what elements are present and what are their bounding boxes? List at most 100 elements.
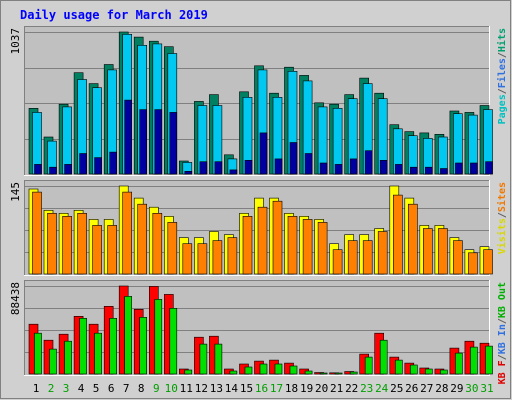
bar-hits-pages-14 [229, 169, 238, 175]
bar-visits-sites-21 [332, 249, 343, 275]
bar-visits-sites-19 [302, 219, 313, 275]
bar-hits-pages-9 [154, 109, 163, 175]
bar-hits-pages-8 [139, 109, 147, 175]
bar-visits-sites-6 [107, 225, 117, 275]
bar-visits-sites-18 [287, 216, 298, 275]
bar-visits-sites-8 [137, 203, 147, 275]
bar-visits-sites-12 [197, 243, 208, 275]
bar-hits-pages-30 [470, 162, 478, 175]
bar-hits-pages-12 [199, 161, 208, 175]
bar-hits-pages-11 [184, 171, 193, 175]
x-axis: 1 2 3 4 5 6 7 8 9 10 11 12 13 14 15 16 17 18 19 20 21 22 23 24 2… [33, 382, 494, 395]
legend-entry-visits-0: Visits [496, 218, 508, 254]
chart-title: Daily usage for March 2019 [20, 8, 208, 22]
bar-visits-sites-27 [422, 228, 433, 275]
bar-hits-pages-29 [455, 162, 463, 175]
bar-hits-pages-13 [214, 161, 223, 175]
bar-hits-pages-5 [94, 157, 102, 175]
bar-hits-pages-24 [379, 160, 388, 175]
bar-kbytes-kb-out-5 [94, 332, 102, 375]
x-tick-label-5: 5 [93, 382, 100, 395]
bar-visits-sites-13 [212, 240, 223, 275]
bar-hits-pages-19 [304, 153, 313, 175]
x-tick-label-14: 14 [225, 382, 239, 395]
bar-visits-sites-1 [32, 191, 42, 275]
x-tick-label-11: 11 [180, 382, 193, 395]
bar-kbytes-kb-out-26 [409, 364, 418, 375]
x-tick-label-29: 29 [450, 382, 463, 395]
bar-visits-sites-14 [227, 237, 238, 275]
x-tick-label-24: 24 [375, 382, 389, 395]
bar-hits-pages-28 [440, 168, 448, 175]
legend-entry-visits-2: Sites [496, 182, 508, 212]
x-tick-label-15: 15 [240, 382, 253, 395]
legend-hits: Pages/Files/Hits [496, 28, 508, 124]
bar-visits-sites-3 [62, 216, 72, 275]
legend-kbytes: KB F/KB In/KB Out [497, 282, 508, 384]
bar-kbytes-kb-out-15 [244, 366, 253, 375]
bar-hits-pages-20 [319, 162, 328, 175]
bar-kbytes-kb-out-30 [470, 346, 478, 375]
bar-hits-files-3 [62, 106, 72, 175]
x-tick-label-12: 12 [195, 382, 208, 395]
bar-hits-pages-21 [334, 164, 343, 175]
ymax-label-visits: 145 [9, 182, 22, 202]
bar-kbytes-kb-out-3 [64, 340, 72, 375]
x-tick-label-13: 13 [210, 382, 223, 395]
bar-hits-pages-23 [364, 150, 373, 175]
bar-visits-sites-17 [272, 200, 283, 275]
bar-kbytes-kb-out-28 [440, 369, 448, 375]
bar-visits-sites-25 [392, 194, 403, 275]
bar-hits-pages-4 [79, 153, 87, 175]
bar-visits-sites-9 [152, 213, 163, 275]
bar-kbytes-kb-out-29 [455, 352, 463, 375]
bar-kbytes-kb-out-19 [304, 370, 313, 375]
chart-panels: 1037Pages/Files/Hits145Visits/Sites88438… [9, 26, 508, 384]
x-tick-label-22: 22 [345, 382, 358, 395]
legend-entry-hits-0: Pages [497, 94, 508, 124]
bar-kbytes-kb-out-13 [214, 343, 223, 375]
x-tick-label-25: 25 [390, 382, 403, 395]
ymax-label-kbytes: 88438 [9, 282, 22, 315]
series-kbytes-kb-out [34, 296, 493, 375]
bar-visits-sites-30 [468, 252, 478, 275]
bar-visits-sites-2 [47, 213, 57, 275]
bar-kbytes-kb-out-14 [229, 370, 238, 375]
bar-visits-sites-4 [77, 213, 87, 275]
bar-visits-sites-7 [122, 191, 132, 275]
bar-visits-sites-29 [453, 240, 463, 275]
x-tick-label-6: 6 [108, 382, 115, 395]
bar-hits-pages-22 [349, 158, 358, 175]
legend-entry-hits-1: / [497, 88, 508, 94]
bar-kbytes-kb-out-18 [289, 365, 298, 375]
x-tick-label-31: 31 [480, 382, 493, 395]
bar-hits-pages-31 [485, 161, 493, 175]
legend-entry-visits-1: / [497, 212, 508, 218]
x-tick-label-1: 1 [33, 382, 40, 395]
x-tick-label-26: 26 [405, 382, 418, 395]
x-tick-label-21: 21 [330, 382, 343, 395]
legend-visits: Visits/Sites [496, 182, 508, 254]
x-tick-label-8: 8 [138, 382, 145, 395]
bar-hits-pages-7 [124, 99, 132, 175]
x-tick-label-16: 16 [255, 382, 268, 395]
bar-kbytes-kb-out-23 [364, 356, 373, 375]
series-hits-pages [34, 99, 493, 175]
x-tick-label-19: 19 [300, 382, 313, 395]
bar-visits-sites-31 [483, 249, 493, 275]
bar-kbytes-kb-out-17 [274, 363, 283, 375]
x-tick-label-2: 2 [48, 382, 55, 395]
series-visits-sites [32, 191, 493, 275]
x-tick-label-17: 17 [270, 382, 283, 395]
bar-visits-sites-22 [347, 240, 358, 275]
panel-visits: 145 Visits/Sites [9, 180, 508, 276]
x-tick-label-3: 3 [63, 382, 70, 395]
x-tick-label-23: 23 [360, 382, 373, 395]
bar-visits-sites-28 [438, 228, 448, 275]
bar-kbytes-kb-out-1 [34, 332, 42, 375]
bar-visits-sites-20 [317, 222, 328, 275]
legend-entry-kbytes-3: / [497, 318, 508, 324]
panel-kbytes: 88438 KB F/KB In/KB Out [9, 280, 508, 384]
